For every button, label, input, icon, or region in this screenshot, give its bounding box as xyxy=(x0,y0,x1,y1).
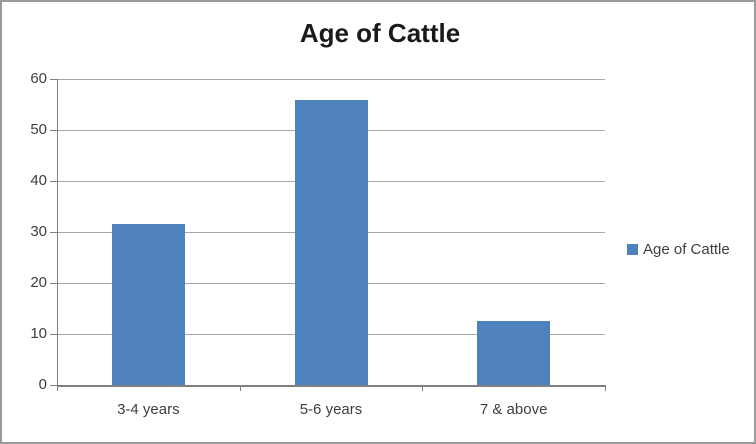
y-axis-line xyxy=(57,79,58,385)
y-axis-tick xyxy=(50,232,57,233)
x-axis-line xyxy=(57,385,606,387)
y-axis-tick xyxy=(50,385,57,386)
y-axis-label: 60 xyxy=(30,70,47,87)
x-axis-label: 7 & above xyxy=(479,401,548,418)
y-axis-tick xyxy=(50,79,57,80)
legend-label: Age of Cattle xyxy=(643,241,730,258)
y-axis-tick xyxy=(50,130,57,131)
legend: Age of Cattle xyxy=(627,241,730,258)
chart-title: Age of Cattle xyxy=(299,18,461,48)
x-axis-tick xyxy=(57,385,58,391)
bar xyxy=(294,99,368,385)
x-axis-label: 5-6 years xyxy=(299,401,363,418)
y-axis-tick xyxy=(50,334,57,335)
x-axis-tick xyxy=(605,385,606,391)
y-axis-tick xyxy=(50,181,57,182)
y-axis-label: 30 xyxy=(30,223,47,240)
y-axis-label: 20 xyxy=(30,274,47,291)
legend-swatch xyxy=(627,244,638,255)
y-axis-tick xyxy=(50,283,57,284)
x-axis-label: 3-4 years xyxy=(117,401,180,418)
bar xyxy=(477,320,551,385)
y-axis-label: 50 xyxy=(30,121,47,138)
x-axis-tick xyxy=(422,385,424,391)
bar xyxy=(111,223,185,385)
y-axis-label: 0 xyxy=(38,376,47,393)
y-axis-label: 40 xyxy=(30,172,47,189)
y-axis-label: 10 xyxy=(30,325,47,342)
y-gridline xyxy=(57,79,605,80)
x-axis-tick xyxy=(239,385,241,391)
